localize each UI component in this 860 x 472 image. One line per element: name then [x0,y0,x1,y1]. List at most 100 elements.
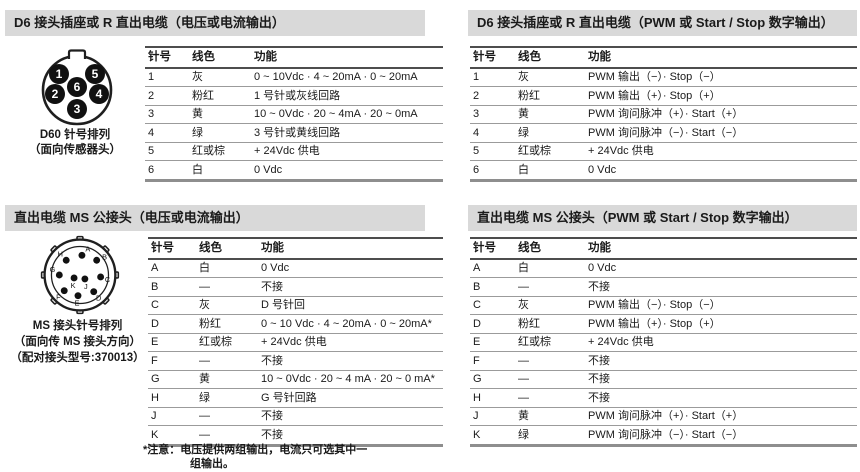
section-title: 直出电缆 MS 公接头（电压或电流输出） [5,205,425,231]
column-header-function: 功能 [258,237,443,260]
ms-pins [55,251,104,300]
svg-text:2: 2 [52,87,59,101]
table-row: F — 不接 [148,351,443,371]
pin-cell: 2 [145,86,189,106]
section-title: D6 接头插座或 R 直出电缆（电压或电流输出） [5,10,425,36]
d6-pins: 1 2 3 4 5 6 [45,64,109,119]
section-ms-analog: 直出电缆 MS 公接头（电压或电流输出） [5,205,443,472]
svg-text:4: 4 [96,87,103,101]
color-cell: — [515,351,585,371]
function-cell: 0 Vdc [585,160,857,182]
table-row: G 黄 10 ~ 0Vdc · 20 ~ 4 mA · 20 ~ 0 mA* [148,370,443,389]
color-cell: 白 [196,258,258,278]
function-cell: 不接 [585,351,857,371]
pin-cell: B [148,277,196,297]
footnote-line2: 组输出。 [190,458,234,470]
table-row: C 灰 PWM 输出（−）· Stop（−） [470,296,857,315]
pin-cell: F [470,351,515,371]
pin-cell: 2 [470,86,515,106]
column-header-pin: 针号 [470,46,515,69]
table-row: E 红或棕 + 24Vdc 供电 [148,333,443,352]
color-cell: — [196,351,258,371]
function-cell: 0 Vdc [258,258,443,278]
color-cell: 灰 [196,296,258,315]
svg-text:B: B [102,252,107,261]
color-cell: — [515,277,585,297]
color-cell: 粉红 [515,314,585,334]
pin-cell: B [470,277,515,297]
color-cell: 黄 [196,370,258,389]
table-row: 2 粉红 PWM 输出（+）· Stop（+） [470,86,857,106]
color-cell: 灰 [515,296,585,315]
pin-cell: 5 [470,142,515,161]
color-cell: 粉红 [515,86,585,106]
color-cell: 红或棕 [515,142,585,161]
pin-cell: F [148,351,196,371]
function-cell: 0 ~ 10Vdc · 4 ~ 20mA · 0 ~ 20mA [251,67,443,87]
table-row: 3 黄 PWM 询问脉冲（+）· Start（+） [470,105,857,124]
column-header-color: 线色 [515,46,585,69]
pin-cell: K [148,425,196,447]
function-cell: 不接 [585,388,857,408]
color-cell: 绿 [189,123,251,143]
function-cell: + 24Vdc 供电 [251,142,443,161]
ms-connector-diagram: A B C D E F G H K J MS 接头针号排列 （面向传 MS 接头… [5,233,150,364]
column-header-color: 线色 [189,46,251,69]
pin-cell: H [470,388,515,408]
pin-cell: 4 [145,123,189,143]
svg-text:D: D [95,294,100,303]
table-header-row: 针号 线色 功能 [148,237,443,260]
table-footnote: *注意：电压提供两组输出，电流只可选其中一 组输出。 [143,443,443,471]
table-row: J 黄 PWM 询问脉冲（+）· Start（+） [470,407,857,426]
table-row: H — 不接 [470,388,857,408]
table-row: 3 黄 10 ~ 0Vdc · 20 ~ 4mA · 20 ~ 0mA [145,105,443,124]
function-cell: 不接 [258,407,443,426]
table-row: K 绿 PWM 询问脉冲（−）· Start（−） [470,425,857,447]
function-cell: + 24Vdc 供电 [258,333,443,352]
color-cell: 粉红 [196,314,258,334]
ms-connector-icon: A B C D E F G H K J [40,235,119,315]
pin-cell: D [470,314,515,334]
pin-cell: A [148,258,196,278]
pin-cell: A [470,258,515,278]
table-header-row: 针号 线色 功能 [470,46,857,69]
color-cell: — [515,388,585,408]
column-header-pin: 针号 [470,237,515,260]
function-cell: PWM 输出（−）· Stop（−） [585,296,857,315]
svg-text:J: J [84,282,88,291]
table-row: D 粉红 0 ~ 10 Vdc · 4 ~ 20mA · 0 ~ 20mA* [148,314,443,334]
pinout-table-d6-digital: 针号 线色 功能 1 灰 PWM 输出（−）· Stop（−） 2 粉红 PWM 输出（+… [470,46,857,182]
color-cell: 黄 [515,407,585,426]
section-title: 直出电缆 MS 公接头（PWM 或 Start / Stop 数字输出） [468,205,857,231]
ms-pin-labels: A B C D E F G H K J [49,244,110,307]
function-cell: PWM 询问脉冲（−）· Start（−） [585,425,857,447]
table-header-row: 针号 线色 功能 [145,46,443,69]
color-cell: — [196,277,258,297]
function-cell: 不接 [258,351,443,371]
column-header-function: 功能 [251,46,443,69]
function-cell: 不接 [258,425,443,447]
column-header-pin: 针号 [148,237,196,260]
footnote-line1: *注意：电压提供两组输出，电流只可选其中一 [143,444,368,456]
section-d6-analog: D6 接头插座或 R 直出电缆（电压或电流输出） 1 2 3 4 5 6 D60… [5,10,443,195]
table-row: K — 不接 [148,425,443,447]
function-cell: 不接 [585,277,857,297]
section-d6-digital: D6 接头插座或 R 直出电缆（PWM 或 Start / Stop 数字输出）… [468,10,857,195]
color-cell: 红或棕 [515,333,585,352]
pin-cell: D [148,314,196,334]
d6-connector-diagram: 1 2 3 4 5 6 D60 针号排列 （面向传感器头） [5,46,145,156]
color-cell: 粉红 [189,86,251,106]
function-cell: 不接 [585,370,857,389]
ms-caption-line1: MS 接头针号排列 [32,320,123,332]
color-cell: 灰 [515,67,585,87]
function-cell: 10 ~ 0Vdc · 20 ~ 4 mA · 20 ~ 0 mA* [258,370,443,389]
svg-text:A: A [85,244,90,253]
section-title: D6 接头插座或 R 直出电缆（PWM 或 Start / Stop 数字输出） [468,10,857,36]
